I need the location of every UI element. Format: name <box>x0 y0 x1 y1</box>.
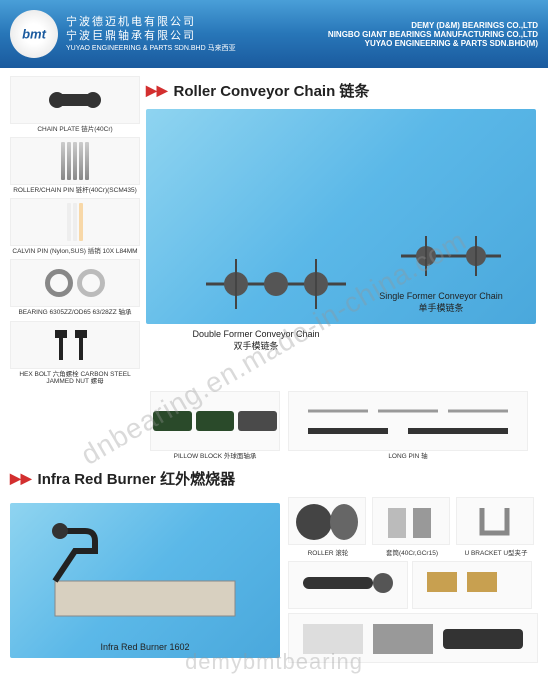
sleeve-label: 套筒(40Cr,GCr15) <box>372 547 452 557</box>
single-chain-item: Single Former Conveyor Chain 单手模链条 <box>366 221 516 314</box>
company-en-3: YUYAO ENGINEERING & PARTS SDN.BHD(M) <box>328 39 538 48</box>
company-cn-1: 宁波德迈机电有限公司 <box>66 15 236 29</box>
roller-pin-label: ROLLER/CHAIN PIN 链杆(40Cr)(SCM435) <box>10 187 140 194</box>
company-en-block: DEMY (D&M) BEARINGS CO.,LTD NINGBO GIANT… <box>328 21 538 48</box>
part-calvin-pin: CALVIN PIN (Nylon,SUS) 插销 10X L84MM <box>10 198 140 255</box>
main-content: CHAIN PLATE 链片(40Cr) ROLLER/CHAIN PIN 链杆… <box>0 68 548 671</box>
company-cn-3: YUYAO ENGINEERING & PARTS SDN.BHD 马来西亚 <box>66 44 236 53</box>
misc-image-1 <box>288 561 408 609</box>
burner-image <box>25 511 265 631</box>
u-bracket-label: U BRACKET U型夹子 <box>456 547 536 557</box>
pillow-block-label: PILLOW BLOCK 外球面轴承 <box>150 453 280 460</box>
hex-bolt-image <box>10 321 140 369</box>
roller-image <box>288 497 366 545</box>
pillow-block-item: PILLOW BLOCK 外球面轴承 <box>150 391 280 460</box>
single-chain-en: Single Former Conveyor Chain <box>366 291 516 301</box>
hex-bolt-label: HEX BOLT 六角螺栓 CARBON STEEL JAMMED NUT 螺母 <box>10 371 140 385</box>
infra-red-title-text: Infra Red Burner 红外燃烧器 <box>38 468 236 489</box>
single-chain-image <box>391 221 491 291</box>
chain-showcase-box: Double Former Conveyor Chain 双手模链条 Singl… <box>146 109 536 324</box>
left-parts-column: CHAIN PLATE 链片(40Cr) ROLLER/CHAIN PIN 链杆… <box>10 76 140 385</box>
part-roller-pin: ROLLER/CHAIN PIN 链杆(40Cr)(SCM435) <box>10 137 140 194</box>
middle-parts-row: PILLOW BLOCK 外球面轴承 LONG PIN 轴 <box>10 391 538 460</box>
sleeve-item: 套筒(40Cr,GCr15) <box>372 497 452 557</box>
part-hex-bolt: HEX BOLT 六角螺栓 CARBON STEEL JAMMED NUT 螺母 <box>10 321 140 385</box>
company-en-1: DEMY (D&M) BEARINGS CO.,LTD <box>328 21 538 30</box>
calvin-pin-image <box>10 198 140 246</box>
long-pin-image <box>288 391 528 451</box>
roller-item: ROLLER 滚轮 <box>288 497 368 557</box>
roller-pin-image <box>10 137 140 185</box>
burner-label: Infra Red Burner 1602 <box>100 642 189 652</box>
pillow-block-image <box>150 391 280 451</box>
double-chain-image <box>196 239 316 329</box>
top-layout: CHAIN PLATE 链片(40Cr) ROLLER/CHAIN PIN 链杆… <box>10 76 538 385</box>
double-chain-cn: 双手模链条 <box>166 339 346 352</box>
burner-showcase-box: Infra Red Burner 1602 <box>10 503 280 658</box>
roller-chain-title: ▶▶ Roller Conveyor Chain 链条 <box>146 80 536 101</box>
double-chain-en: Double Former Conveyor Chain <box>166 329 346 339</box>
bottom-layout: Infra Red Burner 1602 ROLLER 滚轮 套筒(40Cr,… <box>10 497 538 663</box>
chain-plate-label: CHAIN PLATE 链片(40Cr) <box>10 126 140 133</box>
roller-chain-title-text: Roller Conveyor Chain 链条 <box>174 80 370 101</box>
company-cn-2: 宁波巨鼎轴承有限公司 <box>66 29 236 43</box>
arrow-icon-2: ▶▶ <box>10 470 32 487</box>
bearing-label: BEARING 6305ZZ/OD65 63/28ZZ 轴承 <box>10 309 140 316</box>
misc-image-3 <box>288 613 538 663</box>
roller-label: ROLLER 滚轮 <box>288 547 368 557</box>
long-pin-item: LONG PIN 轴 <box>288 391 528 460</box>
u-bracket-item: U BRACKET U型夹子 <box>456 497 536 557</box>
right-top-area: ▶▶ Roller Conveyor Chain 链条 Double Forme… <box>146 76 536 385</box>
arrow-icon: ▶▶ <box>146 82 168 99</box>
misc-image-2 <box>412 561 532 609</box>
long-pin-label: LONG PIN 轴 <box>288 453 528 460</box>
misc-1 <box>288 561 408 609</box>
sleeve-image <box>372 497 450 545</box>
bottom-right-grid: ROLLER 滚轮 套筒(40Cr,GCr15) U BRACKET U型夹子 <box>288 497 538 663</box>
misc-3 <box>288 613 538 663</box>
logo-icon <box>10 10 58 58</box>
part-chain-plate: CHAIN PLATE 链片(40Cr) <box>10 76 140 133</box>
bearing-image <box>10 259 140 307</box>
company-names: 宁波德迈机电有限公司 宁波巨鼎轴承有限公司 YUYAO ENGINEERING … <box>66 15 236 53</box>
infra-red-title: ▶▶ Infra Red Burner 红外燃烧器 <box>10 468 538 489</box>
page-header: 宁波德迈机电有限公司 宁波巨鼎轴承有限公司 YUYAO ENGINEERING … <box>0 0 548 68</box>
part-bearing: BEARING 6305ZZ/OD65 63/28ZZ 轴承 <box>10 259 140 316</box>
chain-plate-image <box>10 76 140 124</box>
company-en-2: NINGBO GIANT BEARINGS MANUFACTURING CO.,… <box>328 30 538 39</box>
calvin-pin-label: CALVIN PIN (Nylon,SUS) 插销 10X L84MM <box>10 248 140 255</box>
misc-2 <box>412 561 532 609</box>
single-chain-cn: 单手模链条 <box>366 301 516 314</box>
double-chain-item: Double Former Conveyor Chain 双手模链条 <box>166 239 346 352</box>
u-bracket-image <box>456 497 534 545</box>
logo-area: 宁波德迈机电有限公司 宁波巨鼎轴承有限公司 YUYAO ENGINEERING … <box>10 10 236 58</box>
